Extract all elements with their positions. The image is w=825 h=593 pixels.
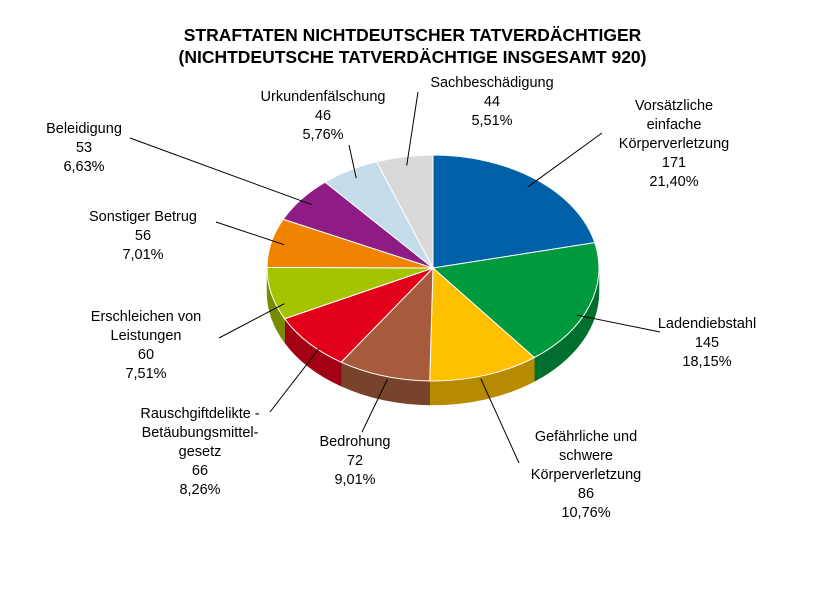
slice-percent-8: 5,76% xyxy=(302,127,343,143)
leader-line-7 xyxy=(129,137,313,206)
slice-percent-3: 9,01% xyxy=(334,472,375,488)
slice-percent-5: 7,51% xyxy=(125,366,166,382)
slice-value-1: 145 xyxy=(695,335,719,351)
slice-label-7-0: Beleidigung xyxy=(46,121,122,137)
pie-slice-4 xyxy=(283,267,434,363)
leader-line-0 xyxy=(527,132,603,188)
leader-line-6 xyxy=(215,221,285,246)
slice-label-2-0: Gefährliche und xyxy=(535,429,637,445)
slice-label-0-0: Vorsätzliche xyxy=(635,98,713,114)
slice-value-0: 171 xyxy=(662,155,686,171)
slice-label-5-0: Erschleichen von xyxy=(91,309,201,325)
leader-line-1 xyxy=(576,314,661,333)
leader-line-2 xyxy=(480,378,520,464)
pie-slice-1 xyxy=(431,242,600,359)
slice-label-0-1: einfache xyxy=(647,117,702,133)
slice-percent-2: 10,76% xyxy=(561,505,610,521)
pie-top xyxy=(266,154,600,382)
pie-slice-0 xyxy=(432,154,596,269)
pie-labels: Vorsätzliche einfache Körperverletzung 171 2… xyxy=(46,75,756,521)
slice-label-9-0: Sachbeschädigung xyxy=(430,75,553,91)
pie-slice-2 xyxy=(429,266,536,382)
slice-percent-1: 18,15% xyxy=(682,354,731,370)
slice-value-9: 44 xyxy=(484,94,500,110)
leader-line-9 xyxy=(406,91,419,166)
slice-label-8-0: Urkundenfälschung xyxy=(261,89,386,105)
leader-line-5 xyxy=(218,303,285,339)
slice-label-2-2: Körperverletzung xyxy=(531,467,641,483)
slice-label-3-0: Bedrohung xyxy=(320,434,391,450)
slice-label-4-1: Betäubungsmittel- xyxy=(142,425,259,441)
slice-label-2-1: schwere xyxy=(559,448,613,464)
slice-percent-4: 8,26% xyxy=(179,482,220,498)
slice-value-7: 53 xyxy=(76,140,92,156)
slice-percent-6: 7,01% xyxy=(122,247,163,263)
slice-label-1-0: Ladendiebstahl xyxy=(658,316,756,332)
slice-value-3: 72 xyxy=(347,453,363,469)
slice-percent-9: 5,51% xyxy=(471,113,512,129)
leader-line-8 xyxy=(348,144,357,179)
slice-label-6-0: Sonstiger Betrug xyxy=(89,209,197,225)
slice-label-0-2: Körperverletzung xyxy=(619,136,729,152)
leader-line-3 xyxy=(361,379,388,433)
chart-subtitle: (NICHTDEUTSCHE TATVERDÄCHTIGE INSGESAMT … xyxy=(178,47,647,67)
slice-label-4-2: gesetz xyxy=(179,444,222,460)
slice-label-5-1: Leistungen xyxy=(111,328,182,344)
slice-value-4: 66 xyxy=(192,463,208,479)
slice-label-4-0: Rauschgiftdelikte - xyxy=(140,406,259,422)
pie-slice-3 xyxy=(340,266,434,382)
leader-line-4 xyxy=(269,348,320,413)
slice-value-6: 56 xyxy=(135,228,151,244)
slice-percent-7: 6,63% xyxy=(63,159,104,175)
slice-value-5: 60 xyxy=(138,347,154,363)
chart-title: STRAFTATEN NICHTDEUTSCHER TATVERDÄCHTIGE… xyxy=(183,25,642,45)
slice-percent-0: 21,40% xyxy=(649,174,698,190)
slice-value-2: 86 xyxy=(578,486,594,502)
slice-value-8: 46 xyxy=(315,108,331,124)
pie-slice-9 xyxy=(375,154,434,269)
